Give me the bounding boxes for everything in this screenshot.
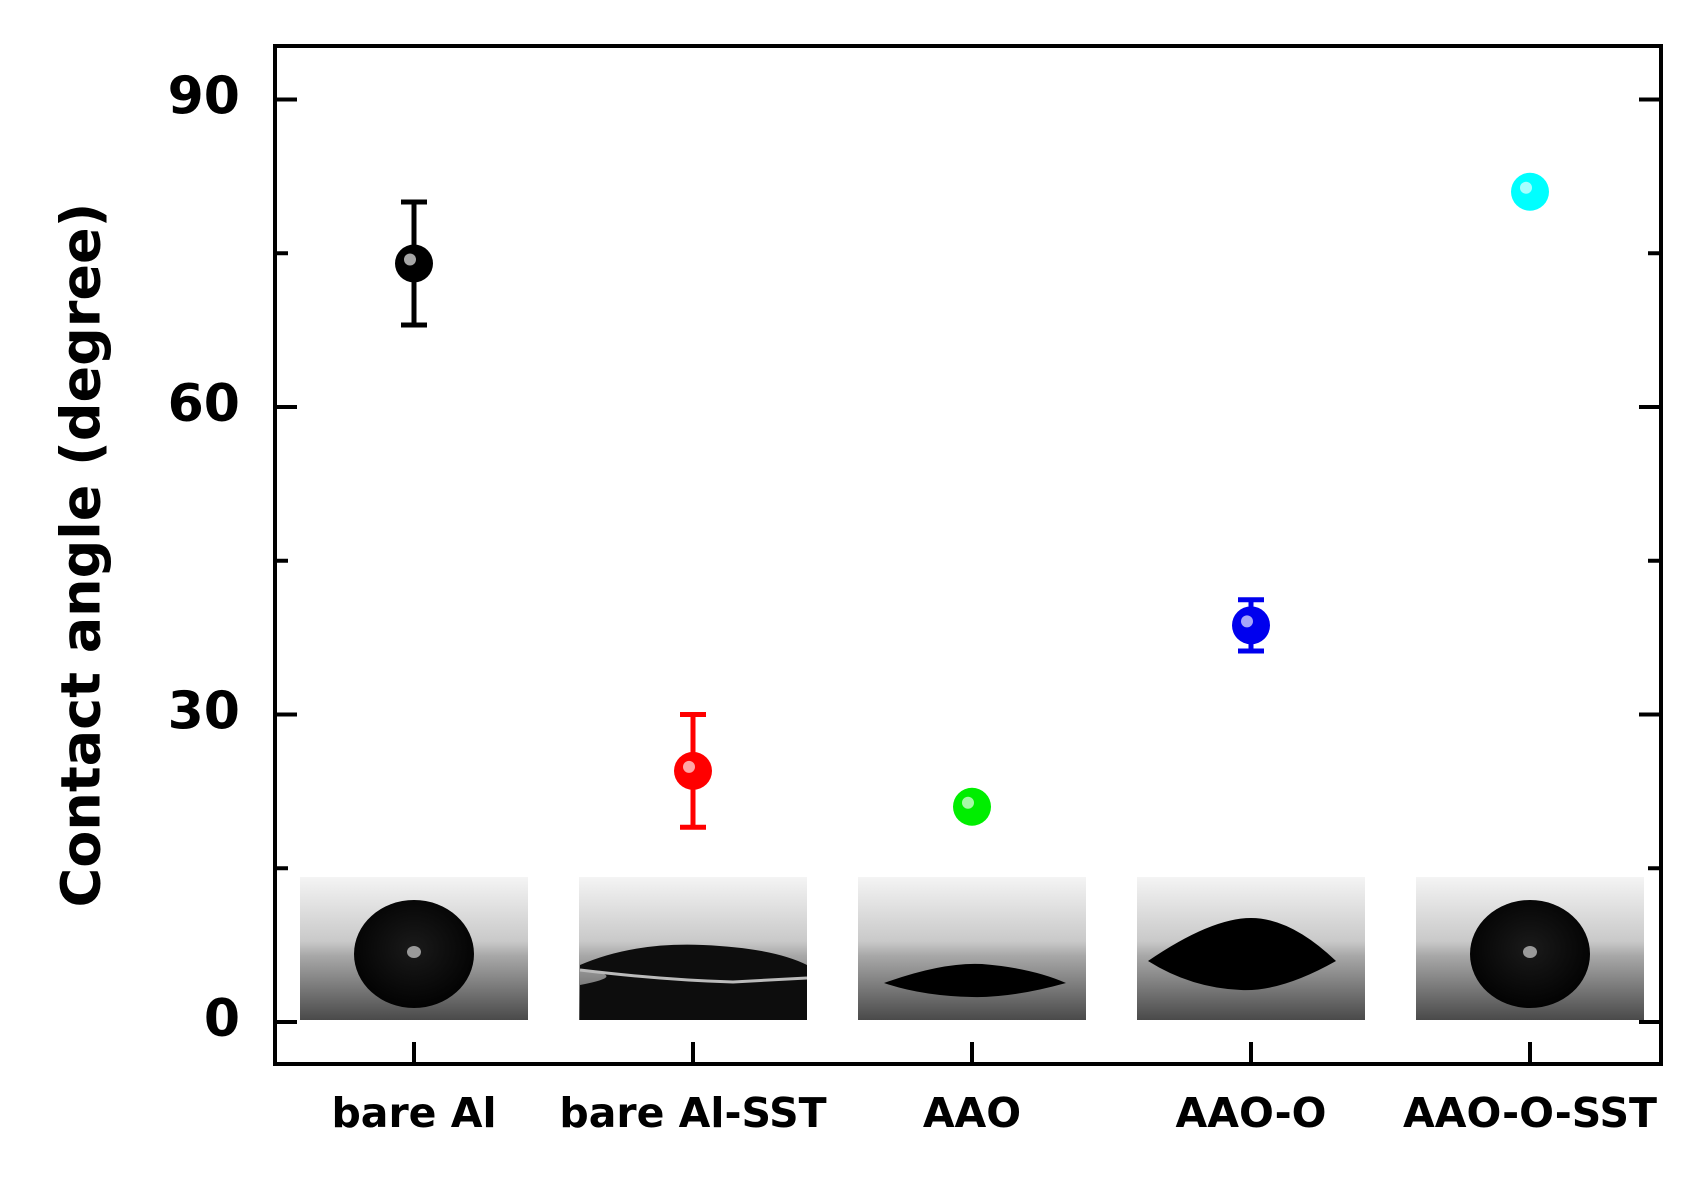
data-point-3 [1232,597,1270,654]
y-axis-ticks [275,97,1661,1064]
droplet-inset-3 [1137,877,1365,1020]
y-tick-label-0: 0 [204,989,240,1049]
plot-frame [273,44,1663,1066]
droplet-inset-2 [858,877,1086,1020]
droplet-insets [300,877,1644,1020]
droplet-inset-1 [579,877,808,1020]
x-category-label-1: bare Al-SST [559,1089,826,1137]
y-tick-label-60: 60 [168,374,240,434]
data-point-0 [395,199,433,328]
data-point-2 [953,787,991,826]
data-point-4 [1511,172,1549,211]
x-category-label-4: AAO-O-SST [1403,1089,1657,1137]
x-category-label-2: AAO [923,1089,1021,1137]
data-points [395,172,1549,830]
y-tick-label-90: 90 [168,67,240,127]
x-axis-category-labels: bare Al bare Al-SST AAO AAO-O AAO-O-SST [331,1089,1657,1137]
y-axis-title: Contact angle (degree) [50,203,113,908]
y-axis-tick-labels: 0 30 60 90 [168,67,240,1050]
x-category-label-0: bare Al [331,1089,496,1137]
droplet-inset-4 [1416,877,1644,1020]
y-tick-label-30: 30 [168,682,240,742]
data-point-1 [674,712,712,830]
x-category-label-3: AAO-O [1176,1089,1327,1137]
droplet-inset-0 [300,877,528,1020]
